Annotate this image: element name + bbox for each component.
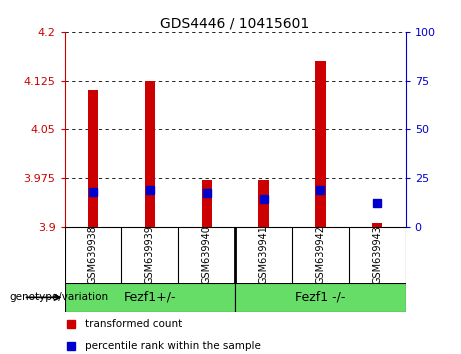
- Bar: [315, 61, 325, 227]
- Text: GSM639939: GSM639939: [145, 225, 155, 284]
- Text: transformed count: transformed count: [85, 319, 182, 329]
- Bar: [259, 180, 269, 227]
- Text: percentile rank within the sample: percentile rank within the sample: [85, 341, 261, 350]
- Bar: [372, 223, 382, 227]
- Text: genotype/variation: genotype/variation: [9, 292, 108, 302]
- Text: GSM639941: GSM639941: [259, 225, 269, 284]
- Text: Fezf1+/-: Fezf1+/-: [124, 291, 176, 304]
- Bar: [65, 283, 235, 312]
- Text: GSM639942: GSM639942: [315, 225, 325, 284]
- Text: GSM639938: GSM639938: [88, 225, 98, 284]
- Bar: [235, 283, 406, 312]
- Text: Fezf1 -/-: Fezf1 -/-: [295, 291, 346, 304]
- Bar: [88, 90, 98, 227]
- Bar: [201, 180, 212, 227]
- Title: GDS4446 / 10415601: GDS4446 / 10415601: [160, 17, 310, 31]
- Text: GSM639943: GSM639943: [372, 225, 382, 284]
- Bar: [145, 81, 155, 227]
- Text: GSM639940: GSM639940: [201, 225, 212, 284]
